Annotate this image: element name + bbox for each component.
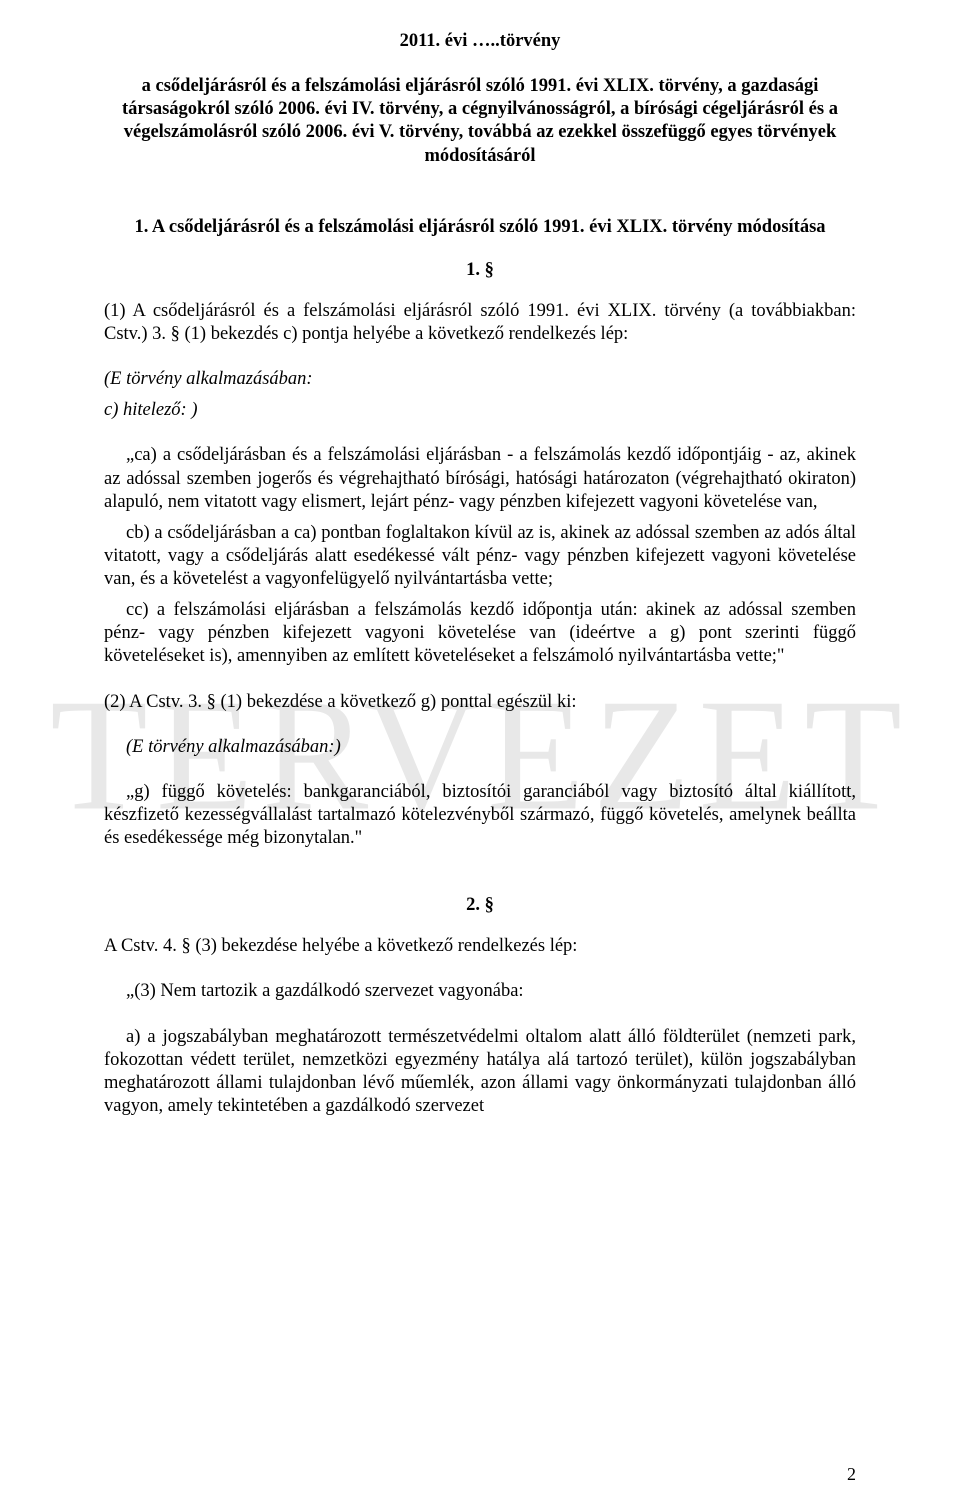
paragraph: cc) a felszámolási eljárásban a felszámo… <box>104 599 856 668</box>
paragraph: „ca) a csődeljárásban és a felszámolási … <box>104 444 856 513</box>
paragraph: cb) a csődeljárásban a ca) pontban fogla… <box>104 522 856 591</box>
paragraph: A Cstv. 4. § (3) bekezdése helyébe a köv… <box>104 935 856 958</box>
page-number: 2 <box>847 1464 856 1485</box>
document-content: 2011. évi …..törvény a csődeljárásról és… <box>104 30 856 1118</box>
section-1-number: 1. § <box>104 259 856 282</box>
spacer <box>104 722 856 736</box>
paragraph: „(3) Nem tartozik a gazdálkodó szervezet… <box>104 980 856 1003</box>
spacer <box>104 858 856 872</box>
spacer <box>104 1012 856 1026</box>
paragraph: (1) A csődeljárásról és a felszámolási e… <box>104 300 856 346</box>
paragraph-italic: (E törvény alkalmazásában: <box>104 368 856 391</box>
subheading-1: 1. A csődeljárásról és a felszámolási el… <box>104 216 856 239</box>
paragraph-italic: c) hitelező: ) <box>104 399 856 422</box>
paragraph: (2) A Cstv. 3. § (1) bekezdése a követke… <box>104 691 856 714</box>
section-2-number: 2. § <box>104 894 856 917</box>
spacer <box>104 677 856 691</box>
spacer <box>104 192 856 206</box>
document-page: TERVEZET 2011. évi …..törvény a csődeljá… <box>0 0 960 1509</box>
spacer <box>104 430 856 444</box>
intro-bold-paragraph: a csődeljárásról és a felszámolási eljár… <box>104 75 856 168</box>
paragraph: „g) függő követelés: bankgaranciából, bi… <box>104 781 856 850</box>
spacer <box>104 767 856 781</box>
spacer <box>104 872 856 886</box>
paragraph: a) a jogszabályban meghatározott termész… <box>104 1026 856 1119</box>
document-title: 2011. évi …..törvény <box>104 30 856 53</box>
spacer <box>104 354 856 368</box>
paragraph-italic: (E törvény alkalmazásában:) <box>104 736 856 759</box>
spacer <box>104 966 856 980</box>
